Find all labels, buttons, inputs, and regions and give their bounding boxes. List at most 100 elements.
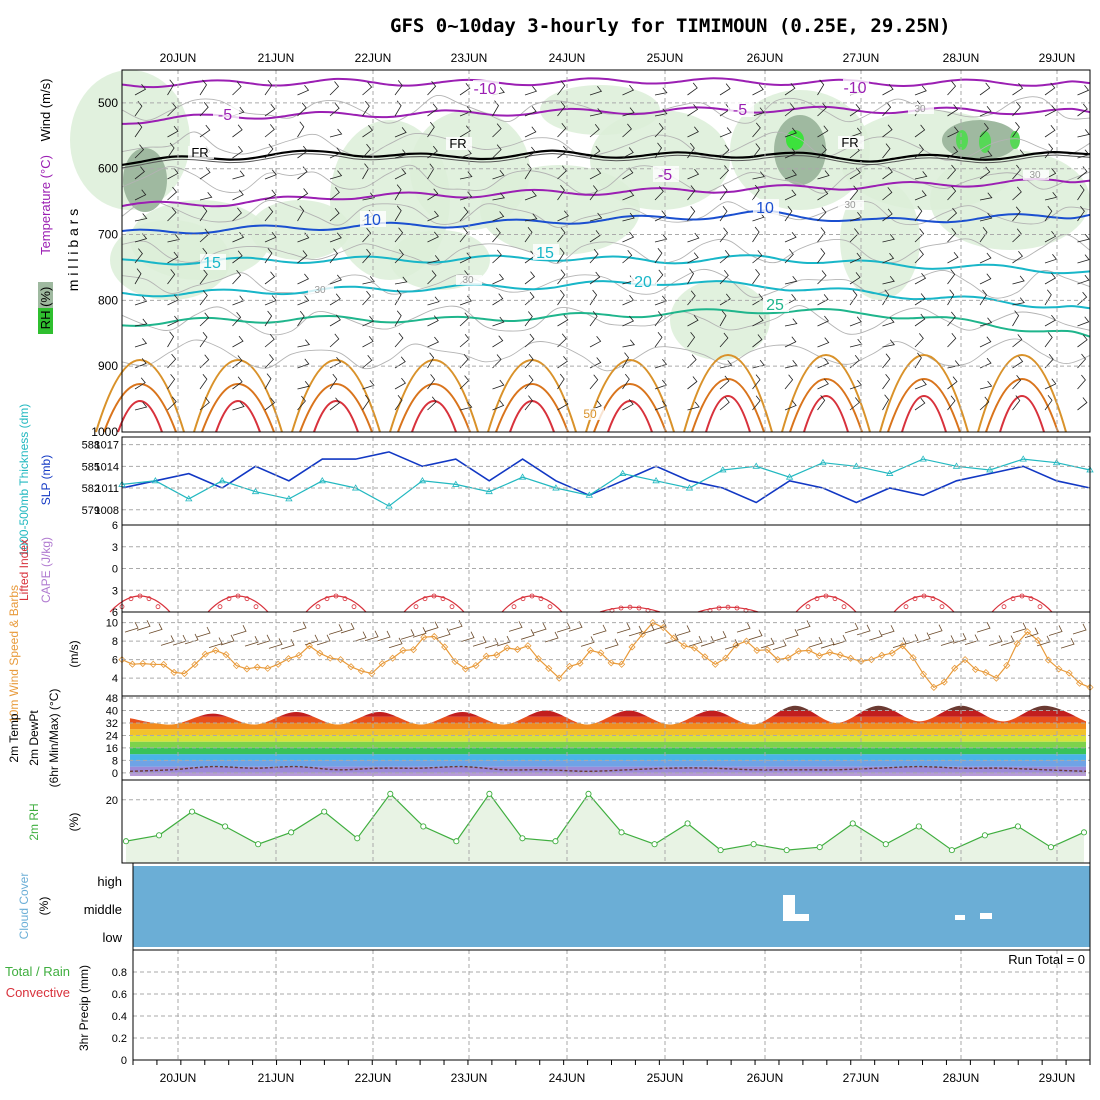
wind10-marker [899, 642, 907, 650]
li-tick-label: 0 [112, 564, 118, 576]
wind-barb [1077, 274, 1090, 285]
lifted-index-marker [939, 604, 945, 610]
wind10-tick-label: 6 [112, 655, 118, 667]
wind-barb [817, 294, 829, 306]
wind-barb [199, 101, 209, 117]
wind-barb [297, 310, 305, 327]
wind-barb [947, 311, 956, 327]
wind10-barb [700, 636, 715, 647]
wind-barb [979, 150, 993, 159]
wind-barb [557, 355, 568, 369]
lifted-index-marker [351, 604, 357, 610]
wind-barb [719, 360, 733, 369]
wind-barb [329, 81, 340, 96]
cloud-level-label: low [102, 930, 122, 945]
wind-barb [134, 401, 148, 411]
wind-barb [1077, 129, 1090, 138]
wind10-barb [412, 627, 427, 638]
cloud-gap [980, 913, 992, 919]
slp-tick-label: 1008 [95, 505, 119, 517]
wind-barb [589, 336, 602, 348]
wind-barb [557, 289, 565, 306]
wind-barb [232, 146, 243, 159]
wind-barb [947, 227, 957, 243]
wind10-barb [292, 621, 307, 633]
low-level-isotherm-arc [193, 359, 283, 433]
thickness-marker [418, 477, 427, 484]
thickness-marker [952, 462, 961, 469]
wind-barb [394, 276, 408, 285]
wind10-barb [820, 638, 835, 649]
wind-barb [817, 125, 829, 138]
wind-barb [394, 227, 404, 243]
wind-barb [589, 145, 601, 159]
wind10-marker [295, 651, 303, 659]
wind-barb [557, 80, 566, 96]
wind-barb [264, 247, 273, 264]
wind-axis-label: Wind (m/s) [38, 79, 53, 142]
low-level-isotherm-arc [705, 395, 751, 433]
contour-label: -10 [473, 81, 496, 98]
wind-barb [264, 310, 273, 327]
wind-barb [232, 311, 242, 327]
low-level-isotherm-arc [411, 400, 457, 433]
rh-shading-blob [480, 165, 640, 255]
lifted-index-marker [217, 604, 223, 610]
rh-axis-label: RH (%) [38, 287, 53, 330]
wind-barb [492, 211, 505, 222]
wind-barb [752, 315, 764, 327]
rh-saturated-blob [1010, 131, 1020, 149]
lifted-index-marker [636, 605, 642, 611]
wind-barb [459, 252, 472, 264]
wind10-marker [524, 642, 532, 650]
lifted-index-marker [1010, 596, 1016, 602]
wind10-marker [420, 633, 428, 641]
wind10-marker [951, 664, 959, 672]
wind-barb [1044, 253, 1058, 264]
wind-barb [524, 85, 538, 96]
thickness-marker [185, 495, 193, 502]
upper-air-frame [121, 69, 1091, 433]
rh2m-marker [849, 820, 856, 827]
wind-barb [557, 123, 567, 138]
wind10-barb [544, 631, 559, 643]
wind10-marker [878, 651, 886, 659]
lifted-index-marker [1028, 596, 1034, 602]
cloud-cover-fill [133, 866, 1090, 947]
contour-label-bg [473, 80, 499, 96]
x-date-top-label: 22JUN [355, 51, 392, 65]
wind-barb [427, 188, 439, 201]
precip-convective-label: Convective [6, 985, 70, 1000]
lifted-index-marker [440, 596, 446, 602]
wind10-barb [736, 621, 751, 633]
wind-barb [134, 83, 147, 96]
wind-barb [882, 374, 891, 390]
wind-barb [297, 84, 310, 96]
wind-barb [557, 210, 569, 222]
wind-barb [882, 339, 896, 348]
cloud-axis-label: Cloud Cover [17, 873, 31, 940]
wind10-barb [160, 635, 175, 646]
wind10-marker [441, 643, 449, 651]
precip-tick-label: 0 [121, 1055, 127, 1067]
rh-shading-blob [670, 280, 770, 360]
x-date-top-label: 20JUN [160, 51, 197, 65]
wind10-marker [836, 651, 844, 659]
contour-label-bg [653, 166, 679, 182]
thickness-marker [652, 477, 660, 484]
contour-label-bg [308, 285, 334, 295]
wind-barb [947, 126, 959, 138]
wind-barb [752, 84, 764, 96]
wind-barb [1077, 149, 1090, 159]
wind10-marker [784, 654, 792, 662]
lifted-index-marker [1001, 604, 1007, 610]
wind10-marker [690, 644, 699, 652]
temp-tick-label: 16 [106, 743, 118, 755]
lifted-index-marker [235, 593, 241, 599]
rh2m-marker [288, 829, 295, 836]
lifted-index-marker [903, 604, 909, 610]
lifted-index-marker [841, 604, 847, 610]
lifted-index-marker [315, 604, 321, 610]
wind-barb [1012, 275, 1025, 285]
wind-barb [817, 358, 830, 369]
